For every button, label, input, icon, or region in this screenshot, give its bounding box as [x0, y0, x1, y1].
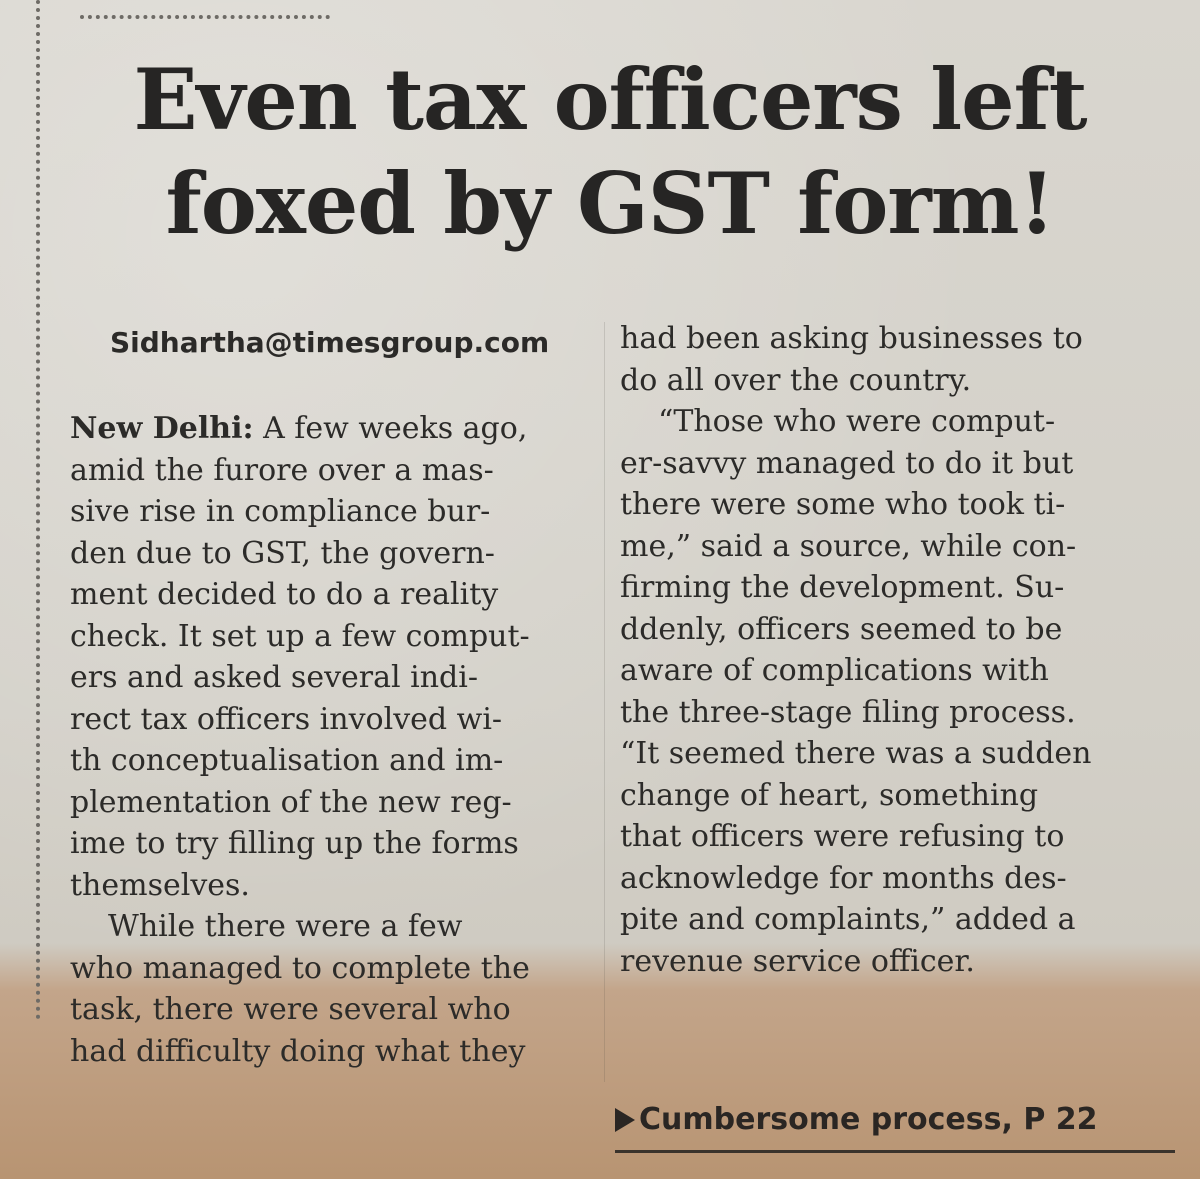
body-line: acknowledge for months des-	[620, 860, 1067, 896]
body-line: ment decided to do a reality	[70, 577, 499, 612]
body-line: me,” said a source, while con-	[620, 528, 1077, 564]
body-line: rect tax officers involved wi-	[70, 701, 503, 737]
body-line: ers and asked several indi-	[70, 660, 478, 695]
body-line-text: A few weeks ago,	[253, 411, 528, 446]
body-line: sive rise in compliance bur-	[70, 494, 491, 529]
dotted-cut-line-left	[36, 0, 40, 1020]
body-line: den due to GST, the govern-	[70, 535, 495, 571]
article-column-right: had been asking businesses to do all ove…	[620, 318, 1170, 982]
dateline: New Delhi:	[70, 411, 254, 446]
body-line: had been asking businesses to	[620, 321, 1083, 356]
body-line: “It seemed there was a sudden	[620, 736, 1092, 771]
body-line: there were some who took ti-	[620, 487, 1066, 522]
body-line: firming the development. Su-	[620, 570, 1065, 605]
body-line: change of heart, something	[620, 777, 1039, 813]
dotted-cut-line-top	[80, 15, 330, 19]
headline: Even tax officers left foxed by GST form…	[80, 48, 1140, 256]
body-line: pite and complaints,” added a	[620, 902, 1076, 937]
body-line: amid the furore over a mas-	[70, 452, 494, 488]
body-line: er-savvy managed to do it but	[620, 445, 1074, 481]
jump-reference-text: Cumbersome process, P 22	[639, 1102, 1098, 1137]
body-line: task, there were several who	[70, 992, 511, 1027]
body-line: do all over the country.	[620, 362, 972, 398]
body-line: who managed to complete the	[70, 950, 530, 986]
body-line: aware of complications with	[620, 653, 1049, 688]
body-line: ddenly, officers seemed to be	[620, 611, 1063, 647]
body-line: the three-stage filing process.	[620, 694, 1076, 730]
byline-email: Sidhartha@timesgroup.com	[110, 326, 550, 359]
body-line: revenue service officer.	[620, 943, 975, 979]
body-line: themselves.	[70, 867, 250, 903]
body-line: ime to try filling up the forms	[70, 826, 519, 861]
body-line: th conceptualisation and im-	[70, 743, 504, 778]
jump-reference: Cumbersome process, P 22	[615, 1102, 1098, 1137]
headline-line-1: Even tax officers left	[133, 50, 1087, 149]
body-line: had difficulty doing what they	[70, 1033, 526, 1069]
body-line: “Those who were comput-	[658, 404, 1056, 439]
body-line: plementation of the new reg-	[70, 784, 512, 820]
body-line: that officers were refusing to	[620, 819, 1065, 854]
body-line: New Delhi: A few weeks ago,	[70, 408, 570, 450]
headline-line-2: foxed by GST form!	[165, 154, 1056, 253]
column-divider	[604, 322, 605, 1082]
right-triangle-icon	[615, 1107, 635, 1132]
body-line: While there were a few	[108, 909, 463, 944]
body-line: check. It set up a few comput-	[70, 618, 530, 654]
article-column-left: New Delhi: A few weeks ago, amid the fur…	[70, 408, 570, 1072]
bottom-rule	[615, 1150, 1175, 1153]
